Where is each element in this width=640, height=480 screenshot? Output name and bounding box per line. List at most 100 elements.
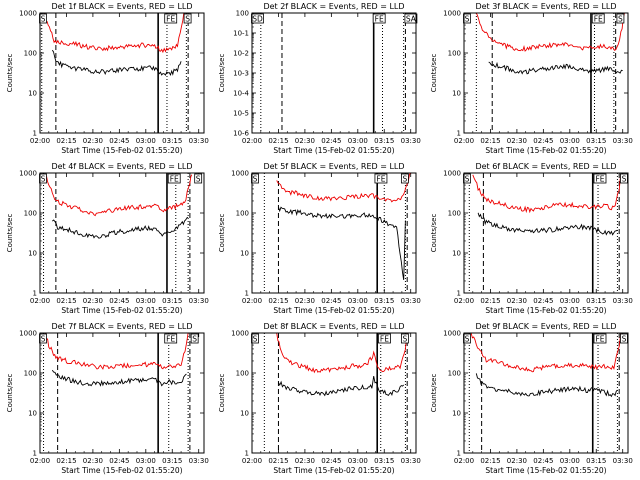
x-tick-label: 02:00 (242, 457, 262, 465)
x-tick-label: 03:30 (189, 297, 209, 305)
x-tick-label: 02:45 (533, 137, 553, 145)
x-tick-label: 02:45 (533, 457, 553, 465)
segment-label: S (41, 175, 46, 184)
detector-panel: Det 5f BLACK = Events, RED = LLD Counts/s… (218, 162, 421, 315)
plot-frame (39, 12, 205, 134)
y-tick-label: 1000 (19, 170, 37, 178)
y-tick-label: 100 (236, 210, 249, 218)
panel-title: Det 9f BLACK = Events, RED = LLD (475, 322, 616, 331)
y-tick-label: 1 (457, 290, 461, 298)
segment-label: S (41, 335, 46, 344)
lld-series-line (276, 332, 408, 374)
segment-label-box (164, 333, 178, 344)
lld-series-line (470, 332, 622, 373)
events-series-line (278, 206, 406, 280)
segment-label: SD (252, 15, 263, 24)
y-tick-label: 1000 (231, 330, 249, 338)
y-tick-label: 1 (457, 130, 461, 138)
x-tick-label: 02:15 (56, 457, 76, 465)
y-tick-label: 10 (452, 90, 461, 98)
x-tick-label: 03:15 (586, 137, 606, 145)
segment-label: FE (595, 175, 604, 184)
x-tick-label: 03:15 (162, 457, 182, 465)
y-axis-label: Counts/sec (6, 214, 14, 253)
segment-label: S (403, 335, 408, 344)
plot-frame (251, 332, 417, 454)
segment-label-box (400, 333, 409, 344)
x-tick-label: 02:45 (321, 457, 341, 465)
y-tick-label: 1000 (443, 330, 461, 338)
x-tick-label: 02:00 (30, 137, 50, 145)
x-tick-label: 03:15 (162, 297, 182, 305)
segment-label-box (167, 173, 181, 184)
y-tick-label: 1000 (231, 170, 249, 178)
y-tick-label: 10 (240, 250, 249, 258)
events-series-line (477, 212, 618, 236)
segment-label: FE (380, 335, 389, 344)
x-tick-label: 02:15 (480, 457, 500, 465)
plot-frame (463, 172, 629, 294)
segment-label-box (374, 173, 388, 184)
x-tick-label: 03:15 (374, 137, 394, 145)
y-tick-label: 1 (457, 450, 461, 458)
y-tick-label: 100 (24, 50, 37, 58)
segment-label-box (190, 333, 199, 344)
segment-label: S (192, 335, 197, 344)
segment-label-box (620, 333, 628, 344)
y-tick-label: 1 (33, 290, 37, 298)
y-axis-label: Counts/sec (6, 54, 14, 93)
y-tick-label: 1 (33, 450, 37, 458)
y-axis-label: Counts/sec (430, 54, 438, 93)
segment-label-box (400, 173, 409, 184)
x-tick-label: 03:15 (374, 457, 394, 465)
y-tick-label: 1000 (443, 10, 461, 18)
x-tick-label: 02:00 (242, 137, 262, 145)
x-tick-label: 03:30 (401, 457, 421, 465)
y-tick-label: 10 (28, 90, 37, 98)
y-tick-label: 100 (448, 50, 461, 58)
segment-label: FE (375, 15, 384, 24)
y-tick-label: 10-6 (233, 130, 249, 138)
detector-panel: Det 6f BLACK = Events, RED = LLD Counts/s… (430, 162, 633, 315)
y-tick-label: 100 (448, 210, 461, 218)
x-tick-label: 02:00 (242, 297, 262, 305)
lld-series-line (44, 332, 189, 370)
panel-title: Det 5f BLACK = Events, RED = LLD (263, 162, 404, 171)
detector-panel: Det 2f BLACK = Events, RED = LLD Counts/s… (218, 2, 421, 155)
detector-panel: Det 9f BLACK = Events, RED = LLD Counts/s… (430, 322, 633, 475)
x-tick-label: 02:15 (268, 297, 288, 305)
y-axis-label: Counts/sec (218, 54, 226, 93)
x-tick-label: 02:30 (83, 457, 103, 465)
detector-panel: Det 4f BLACK = Events, RED = LLD Counts/s… (6, 162, 209, 315)
y-tick-label: 10-2 (233, 50, 249, 58)
lld-series-line (43, 12, 185, 54)
segment-label: S (253, 335, 258, 344)
lld-series-line (472, 174, 622, 214)
x-tick-label: 03:30 (189, 137, 209, 145)
y-tick-label: 10-3 (233, 70, 249, 78)
x-tick-label: 02:30 (83, 137, 103, 145)
segment-label-box (194, 173, 203, 184)
x-tick-label: 02:45 (533, 297, 553, 305)
segment-label: FE (595, 335, 604, 344)
y-tick-label: 10 (452, 410, 461, 418)
x-tick-label: 02:45 (321, 137, 341, 145)
segment-label: S (618, 15, 623, 24)
y-tick-label: 10 (452, 250, 461, 258)
x-tick-label: 02:15 (56, 137, 76, 145)
y-tick-label: 1 (245, 290, 249, 298)
x-axis-label: Start Time (15-Feb-02 01:55:20) (485, 466, 606, 475)
panel-title: Det 1f BLACK = Events, RED = LLD (51, 2, 192, 11)
y-tick-label: 100 (448, 370, 461, 378)
segment-label-box (372, 13, 386, 24)
lld-series-line (44, 174, 193, 217)
y-axis-label: Counts/sec (6, 374, 14, 413)
x-axis-label: Start Time (15-Feb-02 01:55:20) (485, 146, 606, 155)
y-tick-label: 10 (28, 410, 37, 418)
segment-label-box (620, 173, 628, 184)
y-tick-label: 100 (236, 10, 249, 18)
events-series-line (52, 216, 189, 239)
panel-title: Det 2f BLACK = Events, RED = LLD (263, 2, 404, 11)
x-tick-label: 03:00 (348, 457, 368, 465)
